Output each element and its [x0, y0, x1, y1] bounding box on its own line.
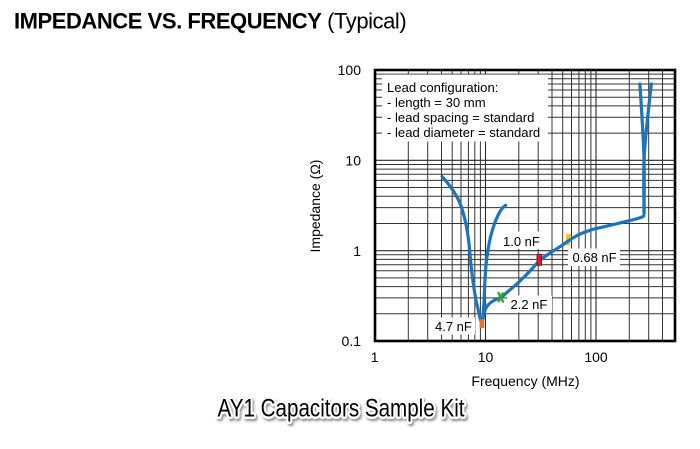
svg-text:100: 100: [338, 62, 362, 78]
svg-text:AY1 Capacitors Sample Kit: AY1 Capacitors Sample Kit: [218, 395, 465, 423]
svg-text:- length = 30 mm: - length = 30 mm: [387, 95, 486, 110]
svg-text:1: 1: [371, 349, 379, 365]
svg-text:Lead configuration:: Lead configuration:: [387, 80, 498, 95]
svg-text:4.7 nF: 4.7 nF: [435, 319, 472, 334]
svg-text:1.0 nF: 1.0 nF: [503, 234, 540, 249]
svg-text:0.1: 0.1: [342, 333, 362, 349]
svg-text:100: 100: [584, 349, 608, 365]
svg-text:- lead spacing = standard: - lead spacing = standard: [387, 110, 534, 125]
svg-text:1: 1: [353, 243, 361, 259]
svg-text:10: 10: [478, 349, 494, 365]
svg-text:- lead diameter = standard: - lead diameter = standard: [387, 125, 540, 140]
svg-text:2.2 nF: 2.2 nF: [511, 297, 548, 312]
svg-text:0.68 nF: 0.68 nF: [573, 250, 617, 265]
svg-text:Impedance (Ω): Impedance (Ω): [307, 160, 323, 253]
svg-text:10: 10: [345, 153, 361, 169]
svg-text:Frequency (MHz): Frequency (MHz): [471, 373, 579, 389]
svg-text:IMPEDANCE VS. FREQUENCY (Typic: IMPEDANCE VS. FREQUENCY (Typical): [14, 8, 406, 33]
